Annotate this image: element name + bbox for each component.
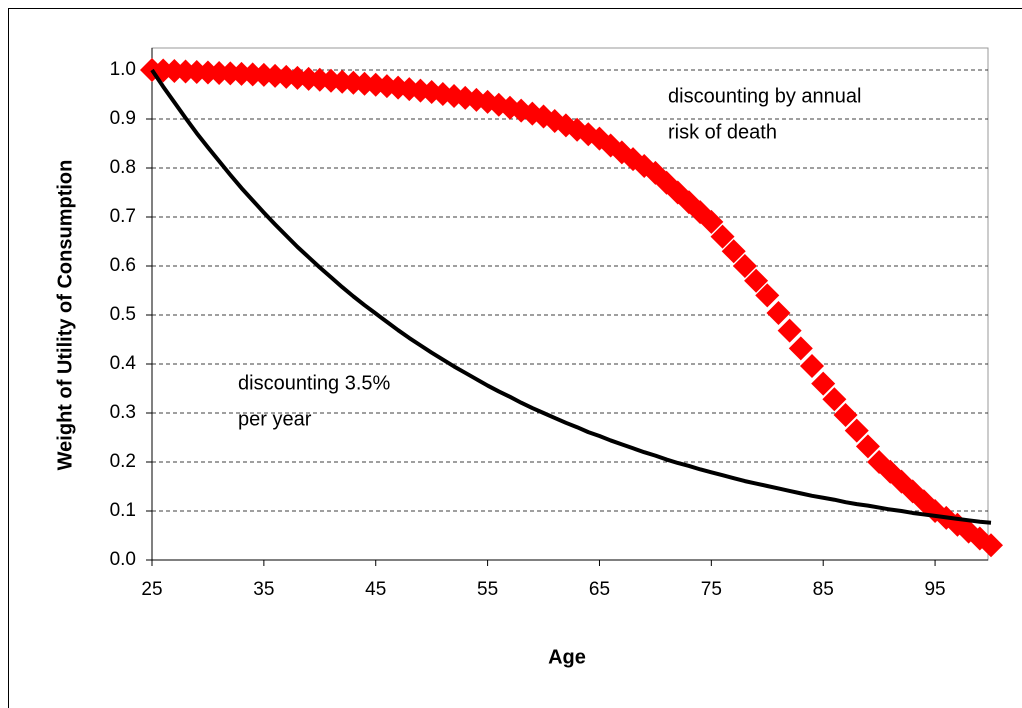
x-tick-label: 25 xyxy=(141,579,162,600)
diamond-marker xyxy=(699,209,724,234)
diamond-marker xyxy=(855,434,880,459)
diamond-marker xyxy=(800,353,825,378)
diamond-marker xyxy=(710,224,735,249)
y-tick-label: 0.2 xyxy=(110,451,136,472)
y-axis-label: Weight of Utility of Consumption xyxy=(54,160,76,471)
annotation: discounting 3.5% xyxy=(238,372,391,394)
x-tick-label: 75 xyxy=(701,579,722,600)
diamond-marker xyxy=(844,418,869,443)
diamond-marker xyxy=(822,387,847,412)
annotation: risk of death xyxy=(668,121,777,143)
series-line xyxy=(150,68,992,525)
diamond-marker xyxy=(833,402,858,427)
y-tick-label: 0.9 xyxy=(110,108,136,129)
diamond-marker xyxy=(732,254,757,278)
y-tick-label: 0.6 xyxy=(110,255,136,276)
diamond-marker xyxy=(766,301,791,326)
annotation: discounting by annual xyxy=(668,85,861,107)
diamond-marker xyxy=(744,268,769,293)
x-tick-label: 35 xyxy=(253,579,274,600)
y-tick-label: 0.5 xyxy=(110,304,136,325)
x-tick-label: 65 xyxy=(589,579,610,600)
x-tick-label: 45 xyxy=(365,579,386,600)
diamond-marker xyxy=(721,239,746,264)
x-axis-label: Age xyxy=(548,646,586,668)
y-tick-label: 0.1 xyxy=(110,500,136,521)
y-tick-label: 0.3 xyxy=(110,402,136,423)
x-tick-label: 55 xyxy=(477,579,498,600)
x-tick-label: 95 xyxy=(924,579,945,600)
y-tick-label: 0.7 xyxy=(110,206,136,227)
y-tick-label: 0.8 xyxy=(110,157,136,178)
y-tick-label: 0.0 xyxy=(110,549,136,570)
diamond-marker xyxy=(979,533,1003,558)
diamond-marker xyxy=(777,318,802,343)
x-tick-label: 85 xyxy=(813,579,834,600)
diamond-marker xyxy=(755,283,780,308)
diamond-marker xyxy=(811,371,836,396)
diamond-marker xyxy=(788,336,813,361)
y-tick-label: 0.4 xyxy=(110,353,137,374)
y-tick-label: 1.0 xyxy=(110,59,136,80)
diamond-marker xyxy=(542,108,567,133)
marker-group xyxy=(140,58,1003,558)
chart-border xyxy=(8,8,1022,708)
annotation: per year xyxy=(238,408,312,430)
